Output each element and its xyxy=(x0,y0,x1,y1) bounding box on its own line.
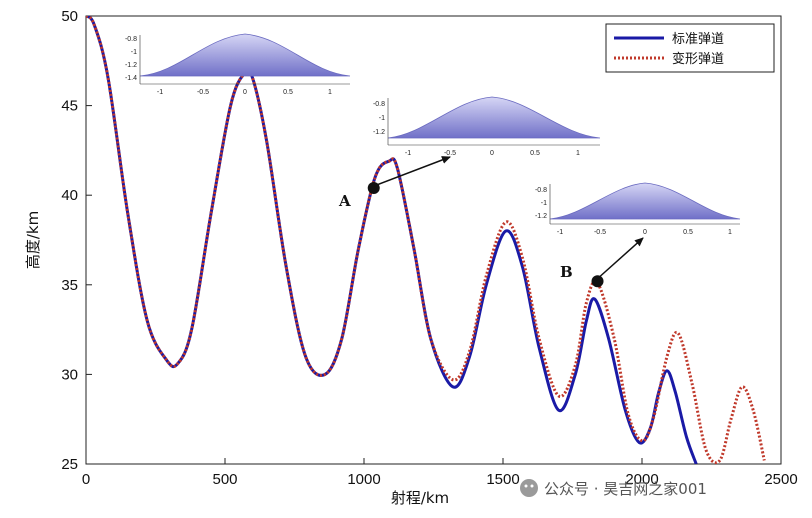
y-tick-label: 30 xyxy=(61,366,78,383)
y-tick-label: 50 xyxy=(61,8,78,25)
y-tick-label: 35 xyxy=(61,277,78,294)
inset-top-left-xtick: 0.5 xyxy=(283,89,293,96)
inset-middle-ytick: -1 xyxy=(379,115,385,122)
y-tick-label: 40 xyxy=(61,187,78,204)
y-tick-label: 45 xyxy=(61,98,78,115)
annotation-arrow-B xyxy=(595,237,644,281)
inset-right-xtick: 1 xyxy=(728,229,732,236)
annotation-B: B xyxy=(560,237,644,288)
x-tick-label: 1500 xyxy=(486,471,519,488)
plot-frame xyxy=(85,15,782,465)
annotation-arrow-A xyxy=(373,156,451,187)
inset-top-left-ytick: -0.8 xyxy=(125,36,137,43)
annotation-label-B: B xyxy=(560,263,573,281)
series-line-deformed xyxy=(86,16,766,464)
watermark-text: 公众号 · 昊吉网之家001 xyxy=(544,480,707,498)
inset-middle: -1 -0.5 0 0.5 1 -0.8 -1 -1.2 xyxy=(373,96,601,157)
y-tick-label: 25 xyxy=(61,456,78,473)
wechat-icon xyxy=(520,479,538,497)
inset-middle-surface xyxy=(387,96,601,139)
inset-middle-xtick: -1 xyxy=(405,150,411,157)
annotation-A: A xyxy=(338,156,451,210)
legend-label-deformed: 变形弹道 xyxy=(672,51,724,67)
inset-middle-ytick: -0.8 xyxy=(373,101,385,108)
series-layer xyxy=(86,16,766,464)
inset-top-left-ytick: -1.4 xyxy=(125,75,137,82)
wechat-icon-eye xyxy=(530,484,534,488)
x-tick-label: 0 xyxy=(82,471,90,488)
inset-right: -1 -0.5 0 0.5 1 -0.8 -1 -1.2 xyxy=(535,182,741,236)
series-line-standard xyxy=(86,16,698,464)
x-tick-label: 1000 xyxy=(347,471,380,488)
inset-middle-xtick: -0.5 xyxy=(444,150,456,157)
inset-right-surface xyxy=(549,182,741,220)
y-axis-title: 高度/km xyxy=(24,211,42,269)
inset-top-left-ytick: -1.2 xyxy=(125,62,137,69)
x-axis-title: 射程/km xyxy=(391,489,449,507)
inset-top-left: -1 -0.5 0 0.5 1 -0.8 -1 -1.2 -1.4 xyxy=(125,33,351,96)
inset-right-xtick: 0 xyxy=(643,229,647,236)
annotation-point-B xyxy=(591,275,604,288)
x-tick-label: 2000 xyxy=(625,471,658,488)
legend-label-standard: 标准弹道 xyxy=(672,32,724,47)
inset-right-ytick: -1 xyxy=(541,200,547,207)
wechat-icon-eye xyxy=(524,484,528,488)
inset-top-left-xtick: 0 xyxy=(243,89,247,96)
inset-right-xtick: -1 xyxy=(557,229,563,236)
inset-right-xtick: 0.5 xyxy=(683,229,693,236)
annotation-label-A: A xyxy=(338,192,351,210)
inset-top-left-ytick: -1 xyxy=(131,49,137,56)
inset-middle-xtick: 1 xyxy=(576,150,580,157)
x-tick-label: 2500 xyxy=(764,471,797,488)
legend: 标准弹道 变形弹道 xyxy=(605,23,775,73)
inset-top-left-xtick: -0.5 xyxy=(197,89,209,96)
legend-box xyxy=(605,23,775,73)
inset-right-ytick: -1.2 xyxy=(535,213,547,220)
inset-middle-xtick: 0 xyxy=(490,150,494,157)
inset-middle-ytick: -1.2 xyxy=(373,129,385,136)
inset-right-ytick: -0.8 xyxy=(535,187,547,194)
x-tick-label: 500 xyxy=(212,471,237,488)
inset-middle-xtick: 0.5 xyxy=(530,150,540,157)
inset-top-left-surface xyxy=(139,33,351,77)
inset-top-left-xtick: -1 xyxy=(157,89,163,96)
inset-top-left-xtick: 1 xyxy=(328,89,332,96)
watermark: 公众号 · 昊吉网之家001 xyxy=(520,479,707,498)
inset-right-xtick: -0.5 xyxy=(594,229,606,236)
